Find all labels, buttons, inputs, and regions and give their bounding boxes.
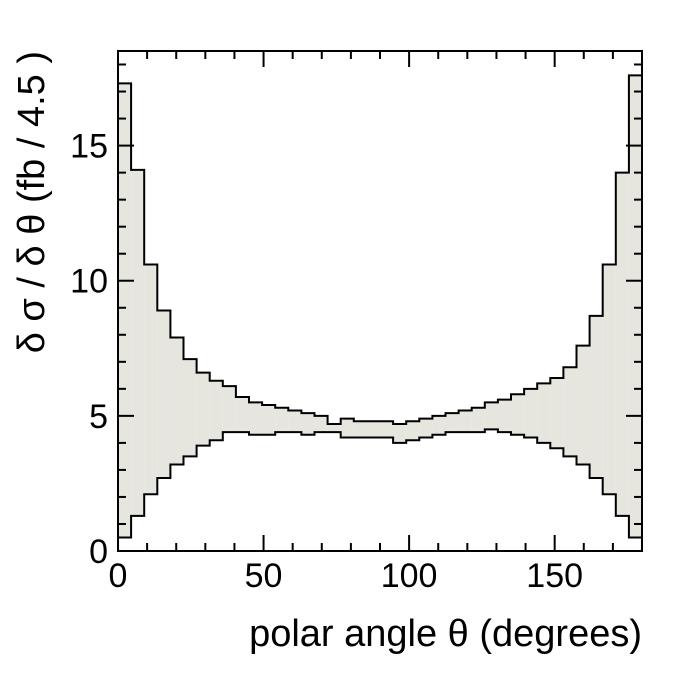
band-bin: [602, 264, 616, 495]
band-bin: [406, 421, 420, 441]
band-bin: [458, 410, 472, 433]
band-bin: [393, 423, 407, 443]
band-bin: [471, 407, 485, 433]
y-tick-label: 15: [70, 128, 108, 166]
x-tick-label: 100: [381, 557, 438, 595]
band-bin: [340, 418, 354, 438]
x-tick-label: 50: [245, 557, 283, 595]
band-bin: [432, 415, 446, 435]
band-bin: [170, 337, 184, 465]
band-bin: [380, 421, 394, 438]
band-bin: [563, 367, 577, 457]
band-bin: [235, 396, 249, 433]
band-bin: [314, 415, 328, 433]
band-bin: [301, 413, 315, 435]
band-bin: [628, 75, 642, 538]
band-bin: [118, 83, 132, 538]
tick-layer: [117, 51, 643, 552]
band-bin: [537, 383, 551, 443]
band-bin: [222, 386, 236, 433]
band-bin: [497, 399, 511, 433]
band-bin: [353, 421, 367, 438]
y-axis-title: δ σ / δ θ (fb / 4.5 ): [11, 51, 53, 353]
band-bin: [249, 402, 263, 435]
band-bin: [524, 388, 538, 438]
band-bin: [484, 402, 498, 430]
band-bin: [131, 169, 145, 516]
plot-frame: [117, 50, 643, 552]
band-bin: [157, 310, 171, 479]
y-tick-label: 5: [89, 398, 108, 436]
band-bin: [262, 405, 276, 435]
band-bin: [144, 264, 158, 495]
band-bin: [366, 421, 380, 438]
band-bin: [419, 418, 433, 438]
band-bin: [209, 380, 223, 441]
band-bin: [589, 315, 603, 479]
lower-band-edge-line: [118, 428, 642, 539]
band-bin: [275, 407, 289, 433]
label-layer: 0 50 100 150 0 5 10 15: [70, 128, 583, 595]
y-tick-label: 0: [89, 533, 108, 571]
band-bin: [576, 345, 590, 465]
x-axis-title: polar angle θ (degrees): [249, 613, 642, 655]
x-tick-label: 0: [109, 557, 128, 595]
band-bin: [196, 372, 210, 446]
y-tick-label: 10: [70, 263, 108, 301]
x-tick-label: 150: [526, 557, 583, 595]
band-bin: [615, 172, 629, 516]
band-bin: [183, 359, 197, 457]
band-bin: [511, 394, 525, 435]
band-bin: [288, 410, 302, 433]
band-bin: [327, 423, 341, 433]
band-bin: [445, 413, 459, 433]
upper-band-edge-line: [118, 74, 642, 425]
band-bin: [550, 378, 564, 449]
band-layer: [117, 74, 643, 539]
